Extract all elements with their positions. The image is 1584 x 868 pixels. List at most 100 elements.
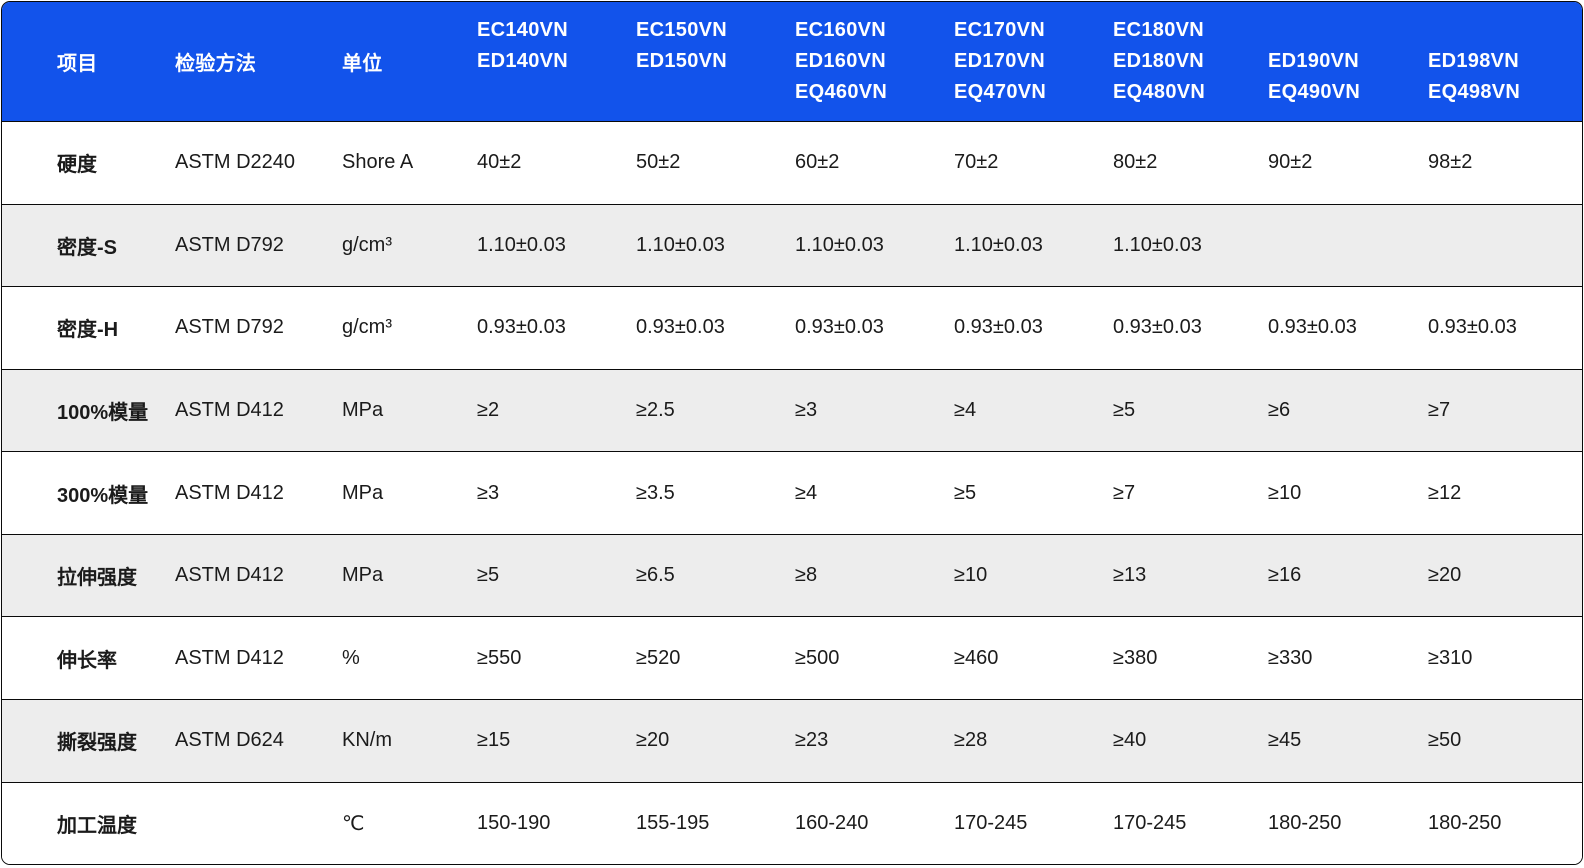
- row-tensile-strength: 拉伸强度 ASTM D412 MPa ≥5 ≥6.5 ≥8 ≥10 ≥13 ≥1…: [2, 533, 1582, 617]
- value-cell: 170-245: [954, 811, 1028, 834]
- table-header: 项目 检验方法 单位 EC140VN ED140VN EC150VN ED150…: [2, 2, 1582, 121]
- value-cell: 0.93±0.03: [954, 316, 1043, 339]
- value-cell: 50±2: [636, 151, 681, 174]
- value-cell: 0.93±0.03: [1113, 316, 1202, 339]
- value-cell: ≥28: [954, 729, 988, 752]
- row-processing-temp: 加工温度 ℃ 150-190 155-195 160-240 170-245 1…: [2, 781, 1582, 864]
- value-cell: ≥310: [1428, 646, 1473, 669]
- product-grade: ED150VN: [636, 50, 728, 72]
- value-cell: ≥6: [1268, 398, 1291, 421]
- header-product-col-2: EC150VN ED150VN: [614, 15, 773, 108]
- method-label: ASTM D2240: [175, 151, 296, 174]
- product-grade: EQ480VN: [1113, 81, 1206, 103]
- value-cell: 160-240: [795, 811, 869, 834]
- header-product-col-1: EC140VN ED140VN: [455, 15, 614, 108]
- unit-label: KN/m: [342, 729, 392, 752]
- value-cell: ≥8: [795, 564, 818, 587]
- unit-label: g/cm³: [342, 316, 392, 339]
- value-cell: 180-250: [1428, 811, 1502, 834]
- value-cell: ≥20: [636, 729, 670, 752]
- unit-label: MPa: [342, 481, 384, 504]
- row-elongation: 伸长率 ASTM D412 % ≥550 ≥520 ≥500 ≥460 ≥380…: [2, 616, 1582, 699]
- product-grade: EQ498VN: [1428, 81, 1521, 103]
- value-cell: 90±2: [1268, 151, 1313, 174]
- header-unit: 单位: [342, 53, 383, 75]
- value-cell: 40±2: [477, 151, 522, 174]
- item-label: 密度-S: [57, 236, 117, 259]
- value-cell: 0.93±0.03: [795, 316, 884, 339]
- value-cell: 155-195: [636, 811, 710, 834]
- product-grade: [1428, 15, 1582, 46]
- value-cell: ≥16: [1268, 564, 1302, 587]
- row-density-s: 密度-S ASTM D792 g/cm³ 1.10±0.03 1.10±0.03…: [2, 203, 1582, 287]
- product-grade: ED160VN: [795, 50, 887, 72]
- value-cell: ≥550: [477, 646, 522, 669]
- value-cell: 0.93±0.03: [1268, 316, 1357, 339]
- value-cell: 180-250: [1268, 811, 1342, 834]
- method-label: ASTM D792: [175, 316, 284, 339]
- method-label: ASTM D412: [175, 564, 284, 587]
- product-grade: ED198VN: [1428, 50, 1520, 72]
- unit-label: g/cm³: [342, 233, 392, 256]
- unit-label: ℃: [342, 812, 365, 835]
- value-cell: 1.10±0.03: [1113, 233, 1202, 256]
- method-label: ASTM D792: [175, 233, 284, 256]
- value-cell: ≥40: [1113, 729, 1147, 752]
- item-label: 加工温度: [57, 814, 137, 837]
- product-grade: EC150VN: [636, 19, 728, 41]
- product-grade: EQ490VN: [1268, 81, 1361, 103]
- item-label: 300%模量: [57, 484, 149, 507]
- row-hardness: 硬度 ASTM D2240 Shore A 40±2 50±2 60±2 70±…: [2, 121, 1582, 204]
- product-grade: [1268, 15, 1406, 46]
- unit-label: MPa: [342, 398, 384, 421]
- value-cell: ≥380: [1113, 646, 1158, 669]
- value-cell: ≥12: [1428, 481, 1462, 504]
- method-label: ASTM D412: [175, 481, 284, 504]
- value-cell: ≥330: [1268, 646, 1313, 669]
- value-cell: ≥7: [1113, 481, 1136, 504]
- value-cell: ≥10: [1268, 481, 1302, 504]
- value-cell: ≥5: [954, 481, 977, 504]
- row-density-h: 密度-H ASTM D792 g/cm³ 0.93±0.03 0.93±0.03…: [2, 286, 1582, 369]
- value-cell: ≥520: [636, 646, 681, 669]
- value-cell: ≥2.5: [636, 398, 675, 421]
- value-cell: ≥50: [1428, 729, 1462, 752]
- method-label: ASTM D412: [175, 646, 284, 669]
- item-label: 拉伸强度: [57, 567, 137, 590]
- value-cell: ≥3: [795, 398, 818, 421]
- value-cell: 60±2: [795, 151, 840, 174]
- product-grade: EC170VN: [954, 19, 1046, 41]
- value-cell: ≥10: [954, 564, 988, 587]
- product-grade: EC140VN: [477, 19, 569, 41]
- value-cell: ≥2: [477, 398, 500, 421]
- row-tear-strength: 撕裂强度 ASTM D624 KN/m ≥15 ≥20 ≥23 ≥28 ≥40 …: [2, 698, 1582, 782]
- header-product-col-6: ED190VN EQ490VN: [1246, 15, 1406, 108]
- value-cell: 0.93±0.03: [1428, 316, 1517, 339]
- value-cell: 1.10±0.03: [636, 233, 725, 256]
- item-label: 伸长率: [57, 649, 117, 672]
- value-cell: 150-190: [477, 811, 551, 834]
- value-cell: ≥3.5: [636, 481, 675, 504]
- value-cell: ≥500: [795, 646, 840, 669]
- value-cell: 70±2: [954, 151, 999, 174]
- row-modulus-300: 300%模量 ASTM D412 MPa ≥3 ≥3.5 ≥4 ≥5 ≥7 ≥1…: [2, 451, 1582, 534]
- header-product-col-3: EC160VN ED160VN EQ460VN: [773, 15, 932, 108]
- header-item: 项目: [57, 53, 98, 75]
- value-cell: ≥7: [1428, 398, 1451, 421]
- product-grade: [477, 77, 614, 108]
- value-cell: 98±2: [1428, 151, 1473, 174]
- value-cell: 0.93±0.03: [636, 316, 725, 339]
- value-cell: ≥13: [1113, 564, 1147, 587]
- method-label: ASTM D412: [175, 398, 284, 421]
- value-cell: ≥460: [954, 646, 999, 669]
- unit-label: Shore A: [342, 151, 414, 174]
- value-cell: ≥4: [954, 398, 977, 421]
- product-grade: ED180VN: [1113, 50, 1205, 72]
- unit-label: MPa: [342, 564, 384, 587]
- product-grade: EQ470VN: [954, 81, 1047, 103]
- product-grade: ED140VN: [477, 50, 569, 72]
- value-cell: 170-245: [1113, 811, 1187, 834]
- value-cell: 80±2: [1113, 151, 1158, 174]
- value-cell: ≥5: [1113, 398, 1136, 421]
